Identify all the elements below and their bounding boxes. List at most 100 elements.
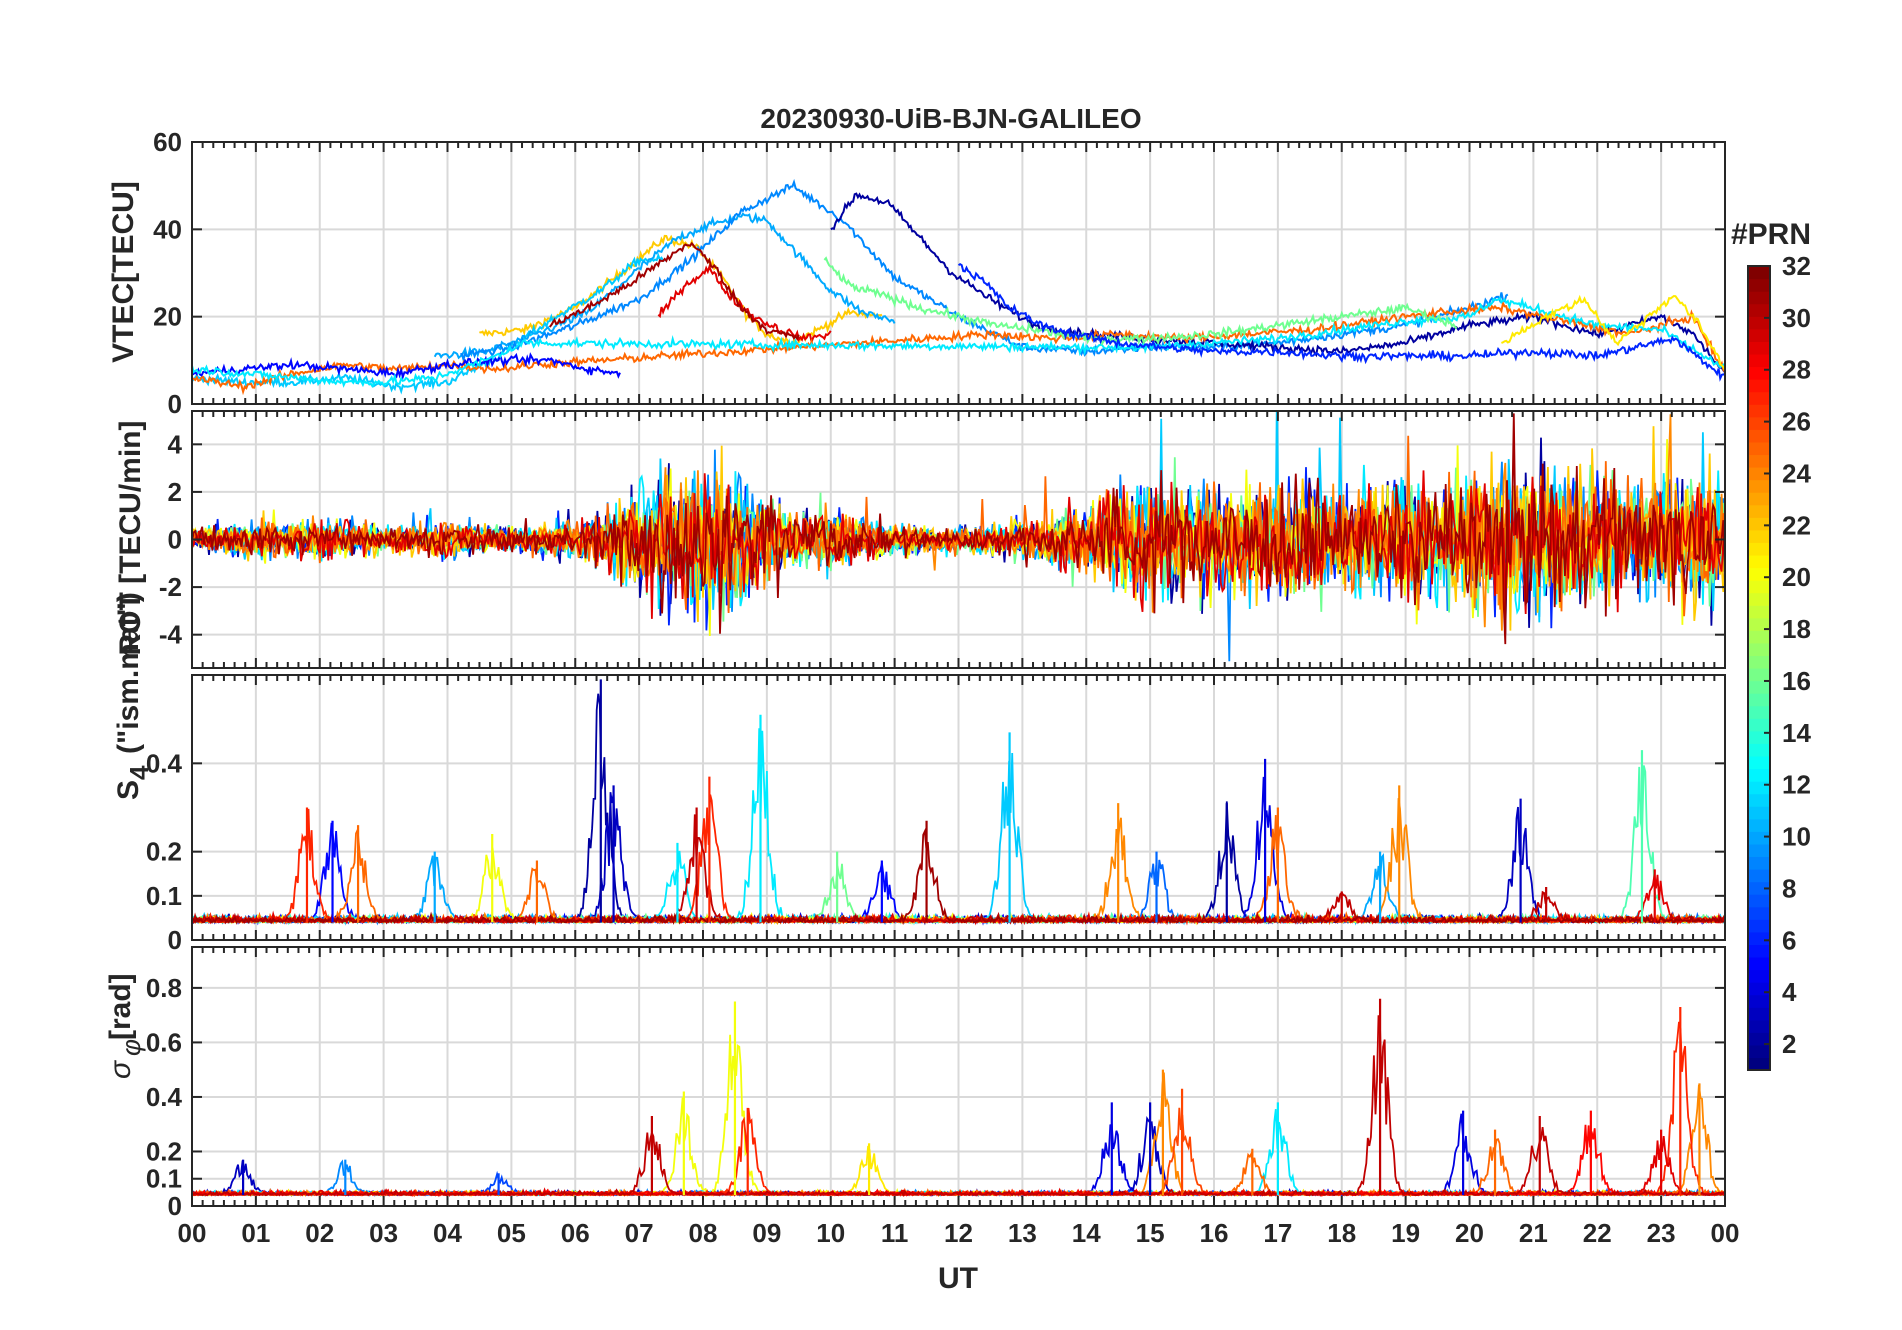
- colorbar-step: [1748, 542, 1770, 556]
- s4-ylabel: S 4 ("ism.mat"): [112, 592, 154, 800]
- x-tick-label: 00: [1711, 1218, 1740, 1248]
- x-minor-ticks: [191, 142, 1726, 404]
- y-tick-label: 0.4: [146, 1082, 183, 1112]
- sigma-ylabel: σ φ [rad]: [104, 973, 146, 1079]
- colorbar-step: [1748, 567, 1770, 581]
- colorbar-step: [1748, 479, 1770, 493]
- x-tick-label: 05: [497, 1218, 526, 1248]
- y-tick-label: -2: [159, 572, 182, 602]
- x-tick-label: 09: [752, 1218, 781, 1248]
- colorbar-step: [1748, 517, 1770, 531]
- colorbar-tick-label: 28: [1782, 355, 1811, 385]
- vtec-series-prn-31: [548, 241, 800, 342]
- x-tick-label: 18: [1327, 1218, 1356, 1248]
- colorbar-tick-label: 24: [1782, 458, 1811, 488]
- colorbar-step: [1748, 416, 1770, 430]
- colorbar-step: [1748, 1032, 1770, 1046]
- colorbar-step: [1748, 391, 1770, 405]
- x-tick-label: 20: [1455, 1218, 1484, 1248]
- colorbar-step: [1748, 869, 1770, 883]
- x-tick-label: 02: [305, 1218, 334, 1248]
- colorbar-step: [1748, 580, 1770, 594]
- y-tick-label: 20: [153, 302, 182, 332]
- colorbar-tick-label: 8: [1782, 873, 1796, 903]
- colorbar-step: [1748, 693, 1770, 707]
- colorbar-step: [1748, 605, 1770, 619]
- rot-series-prn-31: [192, 413, 1725, 645]
- x-tick-label: 19: [1391, 1218, 1420, 1248]
- colorbar-step: [1748, 1019, 1770, 1033]
- y-tick-label: 0: [168, 1191, 182, 1221]
- x-tick-label: 16: [1200, 1218, 1229, 1248]
- colorbar-step: [1748, 1007, 1770, 1021]
- chart-title: 20230930-UiB-BJN-GALILEO: [760, 103, 1141, 134]
- colorbar-tick-label: 30: [1782, 303, 1811, 333]
- y-tick-label: 0.4: [146, 748, 183, 778]
- sigma_phi-series-group: [192, 998, 1725, 1198]
- x-tick-label: 06: [561, 1218, 590, 1248]
- y-tick-label: 0.2: [146, 837, 182, 867]
- x-tick-label: 23: [1647, 1218, 1676, 1248]
- colorbar-step: [1748, 404, 1770, 418]
- colorbar-tick-label: 22: [1782, 510, 1811, 540]
- x-minor-ticks: [191, 947, 1726, 1206]
- vtec-series-prn-2: [830, 192, 1725, 373]
- sigma-ylabel-sub: φ: [116, 1039, 146, 1056]
- colorbar-step: [1748, 944, 1770, 958]
- colorbar-step: [1748, 655, 1770, 669]
- colorbar-tick-label: 26: [1782, 407, 1811, 437]
- colorbar-step: [1748, 969, 1770, 983]
- x-minor-ticks: [191, 411, 1726, 668]
- colorbar-tick-label: 2: [1782, 1029, 1796, 1059]
- colorbar-step: [1748, 919, 1770, 933]
- x-tick-label: 07: [625, 1218, 654, 1248]
- colorbar-tick-label: 14: [1782, 718, 1811, 748]
- x-tick-label: 22: [1583, 1218, 1612, 1248]
- vtec-series-prn-6: [957, 263, 1725, 382]
- x-minor-ticks: [191, 675, 1726, 940]
- colorbar-frame: [1747, 265, 1771, 1071]
- colorbar-tick-label: 18: [1782, 614, 1811, 644]
- x-tick-label: 10: [816, 1218, 845, 1248]
- colorbar-step: [1748, 529, 1770, 543]
- y-tick-label: 0.2: [146, 1136, 182, 1166]
- vtec-panel: 0 20 40 60: [153, 127, 1726, 419]
- y-tick-label: 0: [168, 525, 182, 555]
- colorbar-tick-label: 16: [1782, 666, 1811, 696]
- vtec-series-prn-25: [192, 300, 1725, 396]
- x-axis-label: UT: [938, 1262, 978, 1295]
- y-tick-label: 40: [153, 214, 182, 244]
- colorbar-tick-label: 4: [1782, 977, 1797, 1007]
- colorbar-step: [1748, 931, 1770, 945]
- rot-panel: -4 -2 0 2 4: [159, 410, 1726, 669]
- rot-series-group: [192, 411, 1725, 662]
- vtec-series-prn-16: [823, 256, 1458, 347]
- colorbar-step: [1748, 341, 1770, 355]
- y-tick-label: 60: [153, 127, 182, 157]
- y-tick-label: 0: [168, 389, 182, 419]
- sigma-phi-panel: 00.10.2 0.4 0.6 0.8: [146, 946, 1726, 1221]
- rot-ylabel: ROT [TECU/min]: [114, 421, 147, 656]
- x-tick-label: 04: [433, 1218, 462, 1248]
- colorbar-step: [1748, 379, 1770, 393]
- s4-ylabel-main: S: [112, 780, 145, 800]
- colorbar-step: [1748, 668, 1770, 682]
- colorbar-step: [1748, 353, 1770, 368]
- gridlines: [192, 142, 1725, 404]
- colorbar-step: [1748, 1044, 1770, 1059]
- colorbar-step: [1748, 982, 1770, 996]
- colorbar-step: [1748, 856, 1770, 870]
- colorbar-title: #PRN: [1731, 218, 1811, 251]
- colorbar-step: [1748, 755, 1770, 770]
- y-tick-label: 0: [168, 925, 182, 955]
- s4-ylabel-rest: ("ism.mat"): [112, 592, 145, 754]
- colorbar-step: [1748, 743, 1770, 757]
- x-tick-label: 13: [1008, 1218, 1037, 1248]
- vtec-series-prn-22: [479, 234, 883, 351]
- colorbar-step: [1748, 366, 1770, 380]
- colorbar-step: [1748, 467, 1770, 481]
- colorbar-step: [1748, 680, 1770, 694]
- sigma-ylabel-unit: [rad]: [104, 973, 137, 1040]
- colorbar-tick-label: 6: [1782, 925, 1796, 955]
